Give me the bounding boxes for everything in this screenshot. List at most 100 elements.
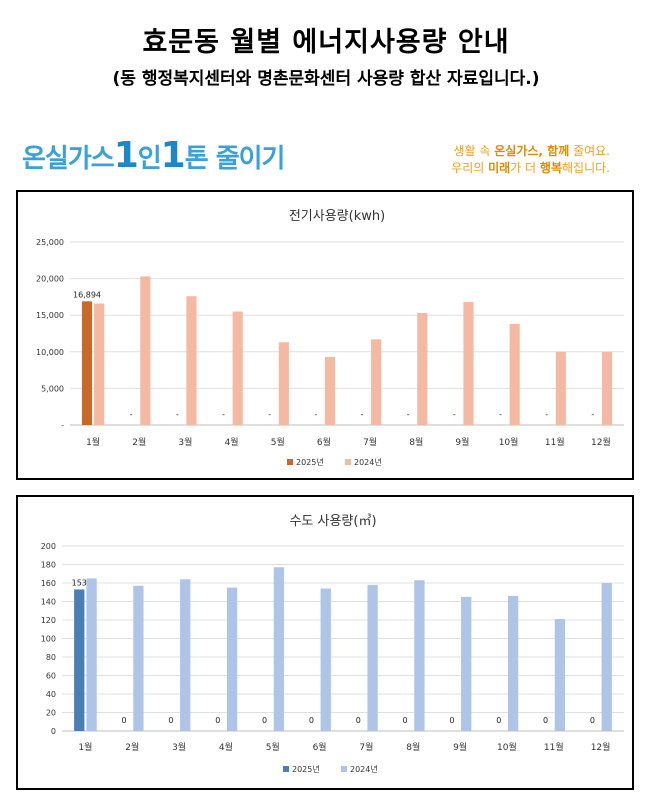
bar-2024	[232, 311, 243, 425]
data-label: 0	[168, 716, 173, 725]
slogan-message: 생활 속 온실가스, 함께 줄여요. 우리의 미래가 더 행복해집니다.	[451, 143, 610, 177]
x-tick-label: 6월	[313, 741, 327, 753]
data-label: 153	[72, 578, 87, 587]
legend-swatch	[287, 459, 293, 465]
x-tick-label: 4월	[225, 436, 239, 448]
x-tick-label: 7월	[359, 741, 373, 753]
x-tick-label: 8월	[409, 436, 423, 448]
bar-2024	[186, 296, 197, 425]
slogan-part1: 온실가스	[22, 144, 115, 174]
slogan-message-line1: 생활 속 온실가스, 함께 줄여요.	[451, 143, 610, 160]
y-tick-label: 140	[41, 598, 56, 607]
page-subtitle: (동 행정복지센터와 명촌문화센터 사용량 합산 자료입니다.)	[112, 69, 540, 89]
x-tick-label: 6월	[317, 436, 331, 448]
msg2-pre: 우리의	[451, 161, 489, 175]
x-tick-label: 10월	[499, 436, 519, 448]
data-label: -	[545, 410, 548, 419]
x-tick-label: 5월	[271, 436, 285, 448]
y-tick-label: 40	[46, 690, 56, 699]
slogan-in: 인	[137, 144, 162, 174]
bar-2024	[414, 580, 425, 731]
y-tick-label: 25,000	[36, 238, 64, 247]
page-title: 효문동 월별 에너지사용량 안내	[142, 27, 510, 58]
msg2-mid: 가 더	[510, 161, 540, 175]
y-tick-label: 120	[41, 616, 56, 625]
bar-2025	[74, 589, 85, 731]
bar-2024	[86, 578, 97, 731]
y-tick-label: 200	[41, 542, 56, 551]
data-label: -	[268, 410, 271, 419]
bar-2024	[555, 351, 566, 425]
x-tick-label: 7월	[363, 436, 377, 448]
y-tick-label: -	[61, 421, 64, 430]
data-label: 0	[543, 716, 548, 725]
x-tick-label: 9월	[453, 741, 467, 753]
x-tick-label: 4월	[219, 741, 233, 753]
legend-swatch	[283, 766, 289, 772]
x-tick-label: 3월	[178, 436, 192, 448]
data-label: -	[453, 410, 456, 419]
x-tick-label: 10월	[497, 741, 517, 753]
bar-2024	[367, 584, 378, 731]
data-label: -	[361, 410, 364, 419]
y-tick-label: 10,000	[36, 348, 64, 357]
data-label: 0	[590, 716, 595, 725]
y-tick-label: 20,000	[36, 275, 64, 284]
data-label: 0	[262, 716, 267, 725]
data-label: -	[176, 410, 179, 419]
slogan-message-line2: 우리의 미래가 더 행복해집니다.	[451, 160, 610, 177]
legend-label: 2025년	[296, 457, 324, 467]
electricity-chart-panel: 전기사용량(kwh) - 5,000 10,000 15,000 20,000 25,000…	[16, 190, 634, 480]
bar-2024	[278, 342, 289, 425]
bar-2024	[180, 579, 191, 731]
bar-2024	[507, 595, 519, 731]
x-tick-label: 12월	[591, 436, 611, 448]
bar-2024	[226, 587, 238, 731]
msg2-post: 해집니다.	[562, 161, 610, 175]
legend-swatch	[345, 459, 351, 465]
data-label: 0	[356, 716, 361, 725]
slogan-one-1: 1	[113, 135, 139, 176]
msg1-bold: 온실가스, 함께	[494, 144, 570, 158]
bar-2024	[417, 313, 428, 425]
legend-swatch	[341, 766, 347, 772]
y-tick-label: 20	[46, 709, 56, 718]
chart-title: 전기사용량(kwh)	[289, 209, 385, 224]
y-tick-label: 100	[41, 635, 56, 644]
legend-label: 2024년	[354, 457, 382, 467]
bar-2024	[273, 567, 285, 731]
slogan-part2: 톤 줄이기	[184, 144, 286, 174]
msg1-post: 줄여요.	[569, 144, 610, 158]
data-label: -	[499, 410, 502, 419]
msg2-bold2: 행복	[539, 161, 563, 175]
x-tick-label: 11월	[545, 436, 565, 448]
water-chart-panel: 수도 사용량(㎥) 0 20 40 60 80 100 120 140 160 180 200 153 1…	[16, 495, 634, 790]
data-label: 0	[496, 716, 501, 725]
y-tick-label: 80	[46, 653, 56, 662]
bar-2024	[324, 356, 336, 425]
y-tick-label: 180	[41, 561, 56, 570]
x-tick-label: 2월	[132, 436, 146, 448]
electricity-chart: 전기사용량(kwh) - 5,000 10,000 15,000 20,000 25,000…	[36, 209, 624, 467]
y-tick-label: 5,000	[41, 384, 64, 393]
data-label: 0	[122, 716, 127, 725]
bar-2024	[509, 323, 520, 425]
y-tick-label: 60	[46, 672, 56, 681]
msg1-pre: 생활 속	[453, 144, 495, 158]
x-tick-label: 11월	[544, 741, 564, 753]
y-tick-label: 160	[41, 579, 56, 588]
legend-label: 2025년	[292, 764, 320, 774]
slogan-logo: 온실가스1인1톤 줄이기	[22, 135, 286, 176]
bar-2024	[371, 339, 382, 425]
data-label: 0	[403, 716, 408, 725]
water-chart: 수도 사용량(㎥) 0 20 40 60 80 100 120 140 160 180 200 153 1…	[41, 514, 624, 774]
x-tick-label: 2월	[125, 741, 139, 753]
data-label: -	[314, 410, 317, 419]
data-label: 0	[449, 716, 454, 725]
chart-title: 수도 사용량(㎥)	[289, 514, 376, 529]
bar-2024	[133, 585, 144, 731]
bar-2024	[140, 276, 151, 425]
bar-2024	[94, 303, 105, 425]
x-tick-label: 12월	[591, 741, 611, 753]
data-label: -	[222, 410, 225, 419]
